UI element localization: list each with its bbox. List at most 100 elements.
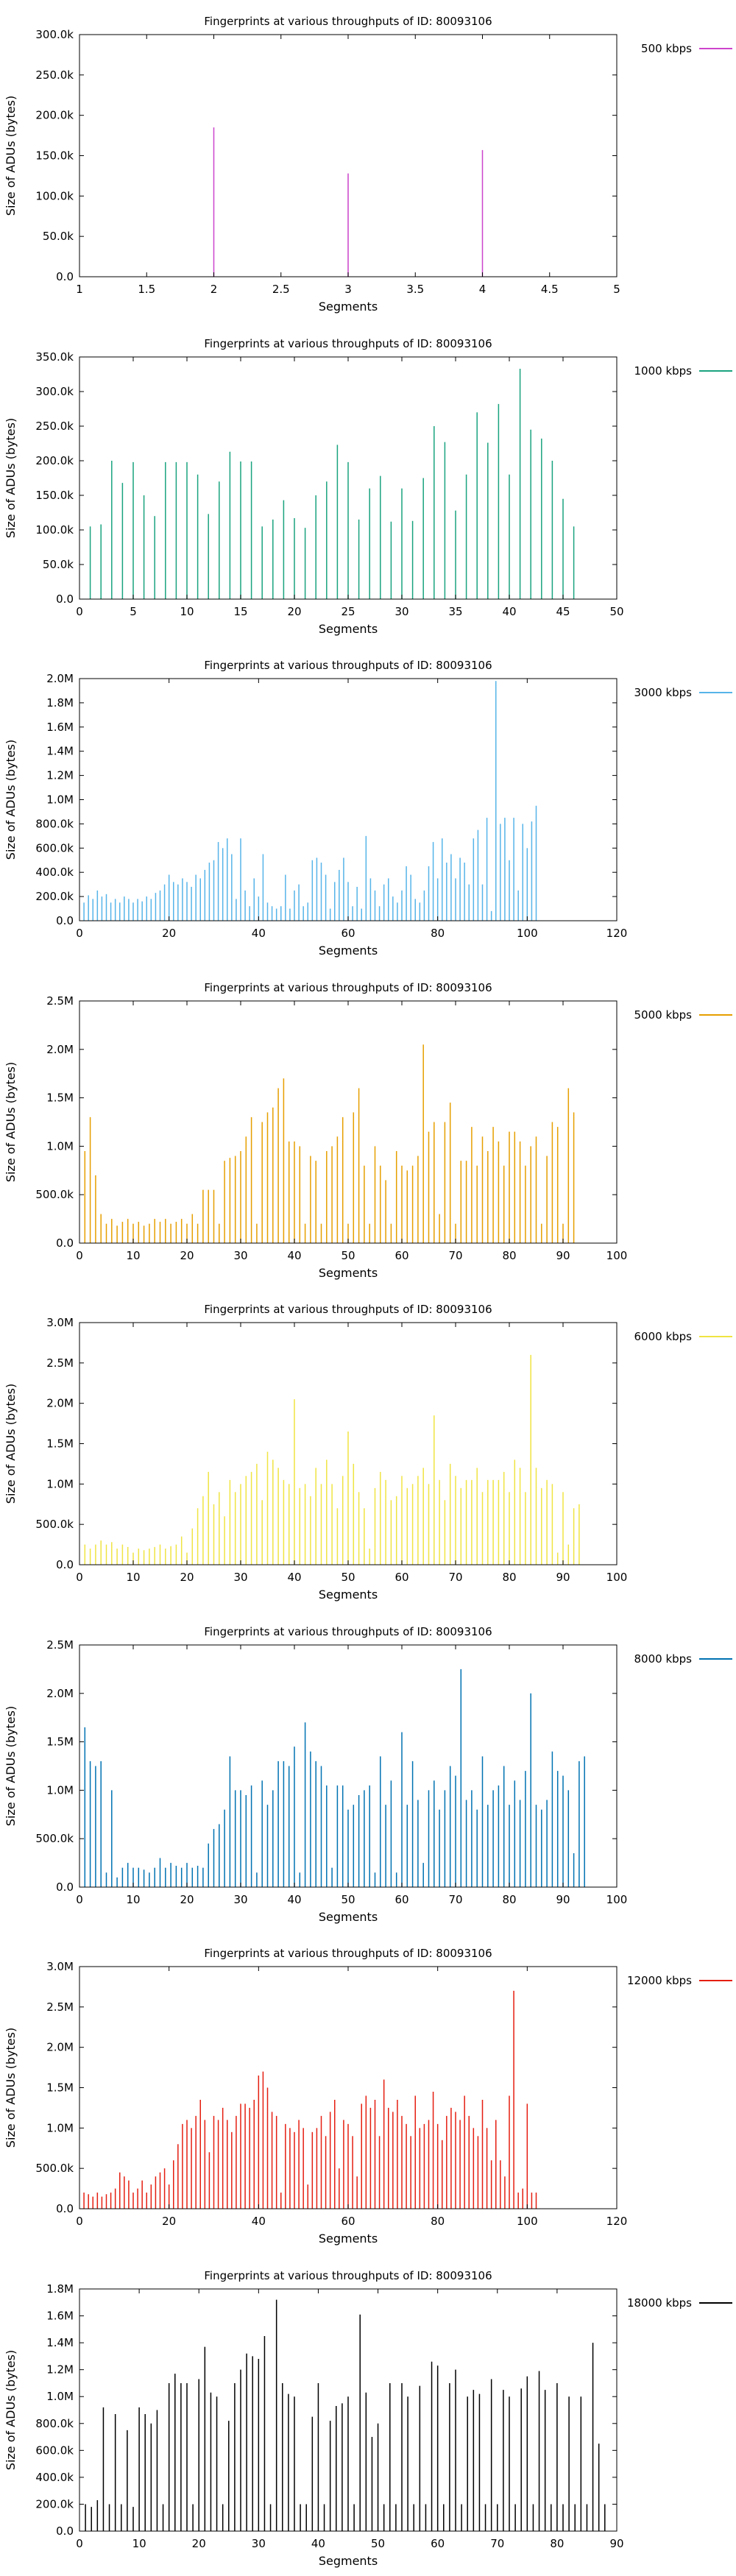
y-tick-label: 200.0k: [35, 2497, 74, 2510]
y-tick-label: 0.0: [56, 1880, 74, 1894]
x-tick-label: 70: [448, 1249, 462, 1262]
y-tick-label: 1.0M: [46, 1783, 74, 1797]
y-tick-label: 100.0k: [35, 523, 74, 537]
y-tick-label: 1.6M: [46, 721, 74, 734]
y-axis-label: Size of ADUs (bytes): [4, 1061, 18, 1181]
x-tick-label: 80: [550, 2537, 564, 2550]
y-tick-label: 1.2M: [46, 2363, 74, 2376]
chart-2: Fingerprints at various throughputs of I…: [4, 337, 732, 636]
chart-5: Fingerprints at various throughputs of I…: [4, 1303, 732, 1602]
y-tick-label: 2.0M: [46, 2041, 74, 2054]
x-tick-label: 80: [502, 1249, 516, 1262]
y-tick-label: 600.0k: [35, 841, 74, 854]
x-tick-label: 2: [210, 283, 218, 296]
x-tick-label: 80: [502, 1571, 516, 1584]
x-tick-label: 10: [126, 1249, 140, 1262]
x-tick-label: 90: [609, 2537, 623, 2550]
y-tick-label: 350.0k: [35, 350, 74, 364]
y-axis-label: Size of ADUs (bytes): [4, 417, 18, 537]
x-tick-label: 30: [233, 1893, 247, 1906]
y-tick-label: 2.0M: [46, 1042, 74, 1055]
y-tick-label: 3.0M: [46, 1316, 74, 1329]
y-tick-label: 500.0k: [35, 1518, 74, 1531]
x-tick-label: 0: [76, 1571, 83, 1584]
x-axis-label: Segments: [319, 1910, 378, 1924]
x-tick-label: 0: [76, 1893, 83, 1906]
x-tick-label: 40: [502, 605, 516, 618]
x-tick-label: 80: [502, 1893, 516, 1906]
x-tick-label: 5: [613, 283, 620, 296]
x-tick-label: 80: [431, 2215, 445, 2228]
x-tick-label: 30: [252, 2537, 266, 2550]
y-tick-label: 1.5M: [46, 2081, 74, 2095]
legend-label: 12000 kbps: [627, 1974, 692, 1987]
chart-title: Fingerprints at various throughputs of I…: [204, 15, 492, 28]
y-tick-label: 500.0k: [35, 1832, 74, 1845]
y-tick-label: 150.0k: [35, 149, 74, 163]
chart-title: Fingerprints at various throughputs of I…: [204, 1947, 492, 1960]
y-tick-label: 2.0M: [46, 1397, 74, 1410]
y-tick-label: 2.5M: [46, 994, 74, 1008]
x-tick-label: 70: [448, 1893, 462, 1906]
chart-1: Fingerprints at various throughputs of I…: [4, 15, 732, 314]
y-tick-label: 2.5M: [46, 2000, 74, 2014]
y-tick-label: 1.5M: [46, 1735, 74, 1748]
chart-8: Fingerprints at various throughputs of I…: [4, 2269, 732, 2568]
legend-label: 5000 kbps: [634, 1008, 693, 1022]
x-tick-label: 40: [287, 1893, 301, 1906]
y-tick-label: 1.4M: [46, 2336, 74, 2349]
y-tick-label: 0.0: [56, 1236, 74, 1250]
plot-frame: [79, 2288, 618, 2531]
y-axis-label: Size of ADUs (bytes): [4, 2028, 18, 2148]
x-tick-label: 0: [76, 2537, 83, 2550]
y-tick-label: 1.0M: [46, 793, 74, 807]
x-tick-label: 60: [341, 927, 355, 940]
x-tick-label: 70: [490, 2537, 504, 2550]
chart-title: Fingerprints at various throughputs of I…: [204, 337, 492, 350]
y-tick-label: 0.0: [56, 592, 74, 606]
x-tick-label: 100: [606, 1893, 628, 1906]
x-tick-label: 90: [556, 1249, 570, 1262]
x-axis-label: Segments: [319, 944, 378, 958]
y-axis-label: Size of ADUs (bytes): [4, 2349, 18, 2469]
x-tick-label: 45: [556, 605, 570, 618]
x-tick-label: 20: [287, 605, 301, 618]
x-tick-label: 100: [606, 1571, 628, 1584]
x-tick-label: 60: [341, 2215, 355, 2228]
chart-6: Fingerprints at various throughputs of I…: [4, 1625, 732, 1924]
y-tick-label: 1.8M: [46, 696, 74, 710]
y-axis-label: Size of ADUs (bytes): [4, 1705, 18, 1825]
x-tick-label: 0: [76, 2215, 83, 2228]
x-tick-label: 60: [394, 1893, 408, 1906]
x-tick-label: 20: [180, 1249, 194, 1262]
chart-title: Fingerprints at various throughputs of I…: [204, 659, 492, 672]
y-tick-label: 300.0k: [35, 385, 74, 398]
x-tick-label: 60: [431, 2537, 445, 2550]
y-axis-label: Size of ADUs (bytes): [4, 1384, 18, 1504]
x-tick-label: 10: [126, 1571, 140, 1584]
y-tick-label: 0.0: [56, 2202, 74, 2215]
x-tick-label: 90: [556, 1893, 570, 1906]
chart-3: Fingerprints at various throughputs of I…: [4, 659, 732, 958]
y-tick-label: 1.0M: [46, 2390, 74, 2403]
x-tick-label: 40: [252, 2215, 266, 2228]
chart-title: Fingerprints at various throughputs of I…: [204, 981, 492, 994]
x-tick-label: 4: [479, 283, 486, 296]
chart-title: Fingerprints at various throughputs of I…: [204, 1625, 492, 1638]
x-tick-label: 20: [192, 2537, 206, 2550]
y-tick-label: 300.0k: [35, 28, 74, 41]
x-tick-label: 2.5: [272, 283, 290, 296]
y-tick-label: 800.0k: [35, 817, 74, 830]
y-tick-label: 150.0k: [35, 489, 74, 502]
x-tick-label: 30: [233, 1571, 247, 1584]
chart-4: Fingerprints at various throughputs of I…: [4, 981, 732, 1280]
y-tick-label: 400.0k: [35, 2470, 74, 2483]
y-tick-label: 0.0: [56, 2524, 74, 2538]
y-tick-label: 1.0M: [46, 1139, 74, 1153]
x-axis-label: Segments: [319, 622, 378, 636]
y-tick-label: 1.5M: [46, 1437, 74, 1451]
x-tick-label: 20: [180, 1893, 194, 1906]
x-tick-label: 30: [233, 1249, 247, 1262]
y-tick-label: 0.0: [56, 914, 74, 927]
